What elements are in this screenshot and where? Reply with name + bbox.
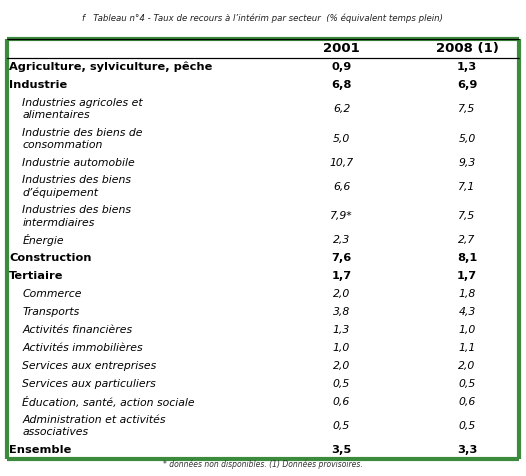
Text: 1,3: 1,3 <box>457 62 477 72</box>
Text: 0,5: 0,5 <box>459 421 476 431</box>
Text: 0,5: 0,5 <box>333 379 350 389</box>
Text: 2008 (1): 2008 (1) <box>436 42 499 55</box>
Text: 6,6: 6,6 <box>333 182 350 192</box>
Text: 10,7: 10,7 <box>329 158 353 168</box>
Text: 0,9: 0,9 <box>331 62 351 72</box>
Text: 3,3: 3,3 <box>457 445 477 455</box>
Text: 1,8: 1,8 <box>459 289 476 299</box>
Text: Agriculture, sylviculture, pêche: Agriculture, sylviculture, pêche <box>9 62 213 72</box>
Text: 0,5: 0,5 <box>333 421 350 431</box>
Text: 6,8: 6,8 <box>331 80 352 90</box>
Text: 2001: 2001 <box>323 42 360 55</box>
Text: 9,3: 9,3 <box>459 158 476 168</box>
Text: * données non disponibles. (1) Données provisoires.: * données non disponibles. (1) Données p… <box>163 459 363 469</box>
Text: 1,1: 1,1 <box>459 343 476 353</box>
Text: 3,5: 3,5 <box>331 445 351 455</box>
Text: Activités immobilières: Activités immobilières <box>22 343 143 353</box>
Text: 3,8: 3,8 <box>333 307 350 317</box>
Text: Industries des biens
d’équipement: Industries des biens d’équipement <box>22 175 132 198</box>
Text: Industries des biens
intermdiaires: Industries des biens intermdiaires <box>22 205 132 228</box>
Text: 7,9*: 7,9* <box>330 211 353 221</box>
Text: 5,0: 5,0 <box>459 134 476 144</box>
Text: 7,6: 7,6 <box>331 253 351 263</box>
Text: 7,5: 7,5 <box>459 211 476 221</box>
Text: Tertiaire: Tertiaire <box>9 271 64 281</box>
Text: 1,7: 1,7 <box>457 271 477 281</box>
Text: Construction: Construction <box>9 253 92 263</box>
Text: 2,0: 2,0 <box>459 361 476 371</box>
Text: Industries agricoles et
alimentaires: Industries agricoles et alimentaires <box>22 98 143 120</box>
Text: 6,9: 6,9 <box>457 80 477 90</box>
Text: Administration et activités
associatives: Administration et activités associatives <box>22 415 166 437</box>
Text: 1,0: 1,0 <box>459 325 476 335</box>
Text: f   Tableau n°4 - Taux de recours à l’intérim par secteur  (% équivalent temps p: f Tableau n°4 - Taux de recours à l’inté… <box>83 13 443 23</box>
Text: 2,0: 2,0 <box>333 361 350 371</box>
Text: 0,5: 0,5 <box>459 379 476 389</box>
Text: 0,6: 0,6 <box>459 397 476 407</box>
Text: Éducation, santé, action sociale: Éducation, santé, action sociale <box>22 397 195 408</box>
Text: Activités financières: Activités financières <box>22 325 133 335</box>
Text: 1,7: 1,7 <box>331 271 351 281</box>
Text: Industrie: Industrie <box>9 80 67 90</box>
Text: 2,3: 2,3 <box>333 235 350 245</box>
Text: 2,7: 2,7 <box>459 235 476 245</box>
Text: Commerce: Commerce <box>22 289 82 299</box>
Text: Services aux particuliers: Services aux particuliers <box>22 379 156 389</box>
Text: 8,1: 8,1 <box>457 253 477 263</box>
Text: 1,3: 1,3 <box>333 325 350 335</box>
Text: Industrie des biens de
consommation: Industrie des biens de consommation <box>22 128 143 150</box>
Text: Industrie automobile: Industrie automobile <box>22 158 135 168</box>
Text: 0,6: 0,6 <box>333 397 350 407</box>
Text: Ensemble: Ensemble <box>9 445 72 455</box>
Text: 2,0: 2,0 <box>333 289 350 299</box>
Text: 7,5: 7,5 <box>459 104 476 114</box>
Text: Énergie: Énergie <box>22 234 64 247</box>
Text: 4,3: 4,3 <box>459 307 476 317</box>
Text: 6,2: 6,2 <box>333 104 350 114</box>
Text: Services aux entreprises: Services aux entreprises <box>22 361 157 371</box>
Text: Transports: Transports <box>22 307 79 317</box>
Text: 1,0: 1,0 <box>333 343 350 353</box>
Text: 5,0: 5,0 <box>333 134 350 144</box>
Text: 7,1: 7,1 <box>459 182 476 192</box>
